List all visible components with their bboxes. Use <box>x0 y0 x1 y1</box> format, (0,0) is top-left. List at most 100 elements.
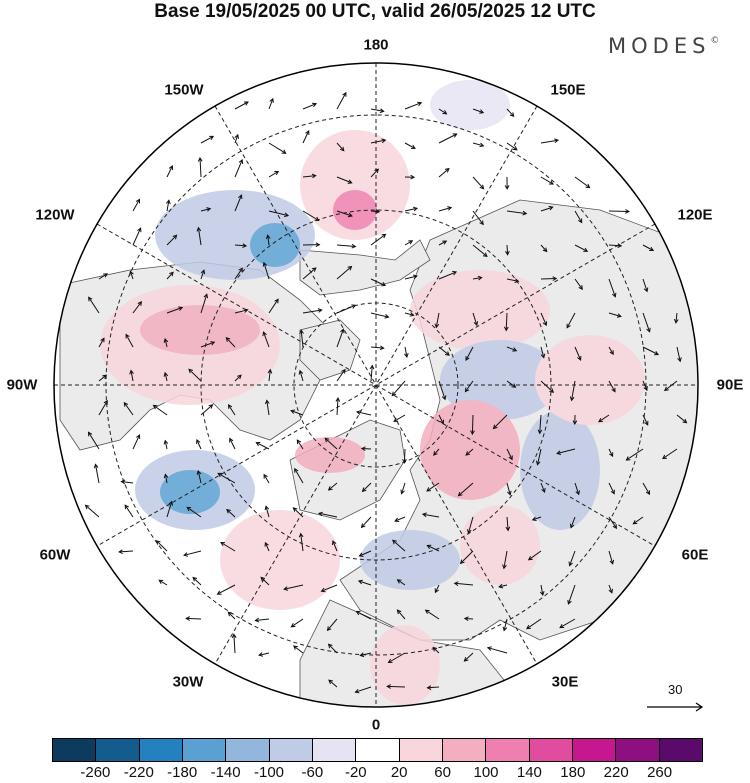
wind-vector <box>397 609 406 620</box>
wind-vector <box>574 482 580 495</box>
wind-vector-head <box>527 555 533 561</box>
wind-vector-head <box>578 218 583 224</box>
wind-vector <box>422 513 440 518</box>
wind-vector <box>438 108 447 115</box>
wind-vector <box>293 645 304 654</box>
wind-vector <box>540 380 554 393</box>
colorbar-swatch <box>616 739 660 761</box>
wind-vector <box>506 244 509 255</box>
colorbar-swatch <box>529 739 573 761</box>
wind-vector-head <box>498 583 504 589</box>
wind-vector <box>472 210 484 225</box>
wind-vector <box>234 244 247 247</box>
wind-vector <box>158 579 168 586</box>
wind-vector <box>186 617 202 620</box>
wind-vector-head <box>158 579 164 585</box>
wind-vector-head <box>347 212 353 218</box>
wind-vector-head <box>394 517 400 522</box>
wind-vector-head <box>439 419 444 425</box>
wind-vector <box>438 346 450 356</box>
wind-vector-head <box>236 374 242 380</box>
wind-vector <box>487 647 508 654</box>
wind-vector <box>664 380 678 391</box>
colorbar-tick-label: -100 <box>253 764 285 781</box>
wind-vector-head <box>220 541 226 547</box>
wind-vector-head <box>226 508 231 514</box>
colorbar-swatch <box>312 739 357 761</box>
wind-vector <box>505 312 508 331</box>
wind-vector <box>370 312 389 318</box>
wind-vector-head <box>473 321 479 327</box>
wind-vector-head <box>479 142 485 148</box>
wind-vector-head <box>426 487 431 492</box>
wind-vector <box>438 380 446 400</box>
wind-vector-head <box>260 576 266 582</box>
wind-vector <box>608 584 613 593</box>
wind-vector-head <box>548 205 554 211</box>
colorbar-swatch <box>399 739 443 761</box>
wind-vector <box>217 472 236 484</box>
wind-vector <box>608 210 629 212</box>
wind-vector-head <box>507 490 512 496</box>
wind-vector <box>370 108 384 112</box>
wind-vector <box>164 440 168 450</box>
wind-vector <box>260 577 270 586</box>
wind-vector <box>197 470 202 484</box>
wind-vector <box>464 380 474 392</box>
wind-vector-head <box>577 355 582 361</box>
wind-vector-head <box>444 167 450 173</box>
wind-vector <box>327 618 338 631</box>
wind-vector-head <box>265 234 271 240</box>
wind-vector <box>472 108 484 114</box>
map-disk <box>54 63 698 707</box>
wind-vector <box>506 346 517 352</box>
wind-vector <box>166 200 170 212</box>
wind-vector <box>574 210 583 223</box>
wind-vector-head <box>100 337 105 343</box>
wind-vector <box>506 142 518 151</box>
positive-anomaly-core <box>295 437 365 473</box>
wind-vector <box>404 240 413 246</box>
wind-vector <box>294 468 304 484</box>
wind-vector <box>438 271 457 280</box>
wind-vector-head <box>609 350 614 356</box>
wind-vector-head <box>355 410 362 415</box>
wind-vector-head <box>445 351 450 356</box>
colorbar-tick-label: 60 <box>434 764 451 781</box>
wind-vector-head <box>426 544 432 549</box>
positive-anomaly <box>535 335 645 425</box>
wind-vector-head <box>299 329 304 335</box>
wind-vector <box>263 262 270 280</box>
wind-vector-head <box>216 590 222 595</box>
wind-vector-head <box>342 91 347 97</box>
wind-vector-head <box>411 144 416 149</box>
wind-vector-head <box>118 549 123 555</box>
wind-vector <box>438 207 452 212</box>
wind-vector-head <box>290 409 296 414</box>
wind-vector <box>675 312 678 323</box>
wind-vector <box>567 584 576 605</box>
wind-vector-head <box>396 579 402 584</box>
wind-vector-head <box>541 487 546 493</box>
wind-vector-head <box>317 511 323 517</box>
positive-anomaly-core <box>333 190 377 230</box>
wind-vector-head <box>512 145 518 151</box>
wind-vector <box>258 652 270 656</box>
wind-vector <box>124 504 134 518</box>
wind-vector <box>192 577 202 586</box>
wind-vector-head <box>166 199 171 205</box>
wind-vector-head <box>262 331 267 337</box>
wind-vector <box>296 439 304 450</box>
colorbar-tick-label: -220 <box>123 764 154 781</box>
wind-vector <box>472 176 484 190</box>
wind-vector <box>506 210 527 215</box>
wind-vector <box>332 540 338 552</box>
wind-vector-head <box>283 586 289 591</box>
wind-vector <box>234 268 243 280</box>
wind-vector-head <box>327 486 333 491</box>
wind-vector <box>358 580 372 586</box>
wind-vector-head <box>505 250 510 256</box>
wind-vector-head <box>646 327 651 333</box>
wind-vector <box>302 210 319 221</box>
